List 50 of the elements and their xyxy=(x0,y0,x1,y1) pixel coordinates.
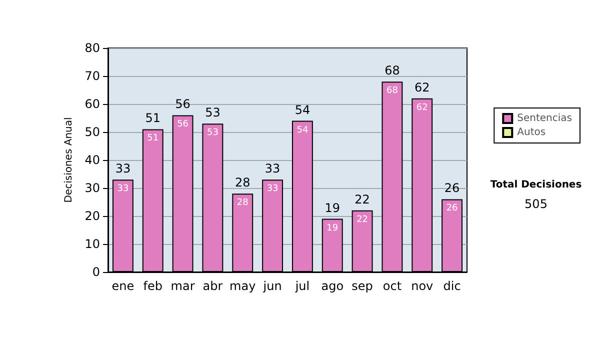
total-label: 26 xyxy=(444,181,460,196)
x-tick-label: jul xyxy=(294,279,310,293)
total-label: 56 xyxy=(175,97,190,112)
legend-label: Sentencias xyxy=(517,113,572,124)
x-tick-label: sep xyxy=(352,279,373,293)
x-tick-label: jun xyxy=(262,279,282,293)
y-tick-label: 70 xyxy=(84,69,100,83)
y-tick-label: 0 xyxy=(92,265,100,279)
y-tick-label: 50 xyxy=(84,125,100,139)
total-label: 33 xyxy=(264,162,280,176)
y-tick-label: 40 xyxy=(84,153,100,167)
data-label: 33 xyxy=(117,184,129,194)
total-label: 62 xyxy=(414,80,430,94)
data-label: 28 xyxy=(236,198,249,208)
x-tick-label: ene xyxy=(112,279,134,293)
y-axis-title: Decisiones Anual xyxy=(63,117,74,203)
x-tick-label: ago xyxy=(321,279,344,293)
total-label: 53 xyxy=(205,106,220,120)
x-tick-label: nov xyxy=(411,279,434,293)
total-label: 28 xyxy=(234,176,250,190)
data-label: 53 xyxy=(206,128,218,138)
x-tick-label: mar xyxy=(170,279,195,293)
data-label: 62 xyxy=(416,102,428,113)
text: 505 xyxy=(524,197,548,211)
total-label: 33 xyxy=(115,162,131,176)
total-label: 22 xyxy=(354,192,370,206)
data-label: 51 xyxy=(147,134,159,144)
total-label: 51 xyxy=(145,111,161,126)
y-tick-label: 30 xyxy=(84,181,100,195)
total-label: 54 xyxy=(294,102,310,117)
x-tick-label: feb xyxy=(143,279,162,293)
x-tick-label: may xyxy=(230,279,256,293)
y-tick-label: 20 xyxy=(84,209,100,223)
data-label: 19 xyxy=(326,223,338,234)
y-tick-label: 80 xyxy=(84,41,100,55)
data-label: 26 xyxy=(446,204,458,214)
text: Total Decisiones xyxy=(490,180,582,190)
total-label: 19 xyxy=(324,200,340,215)
x-tick-label: abr xyxy=(202,279,223,293)
legend-label: Autos xyxy=(517,127,546,138)
data-label: 33 xyxy=(266,184,278,194)
x-tick-label: dic xyxy=(443,279,461,293)
x-tick-label: oct xyxy=(382,279,402,293)
data-label: 54 xyxy=(296,125,308,136)
y-tick-label: 60 xyxy=(84,97,100,111)
total-label: 68 xyxy=(384,64,400,78)
data-label: 68 xyxy=(386,86,398,96)
data-label: 22 xyxy=(356,214,368,225)
y-tick-label: 10 xyxy=(84,237,100,251)
data-label: 56 xyxy=(177,120,189,130)
